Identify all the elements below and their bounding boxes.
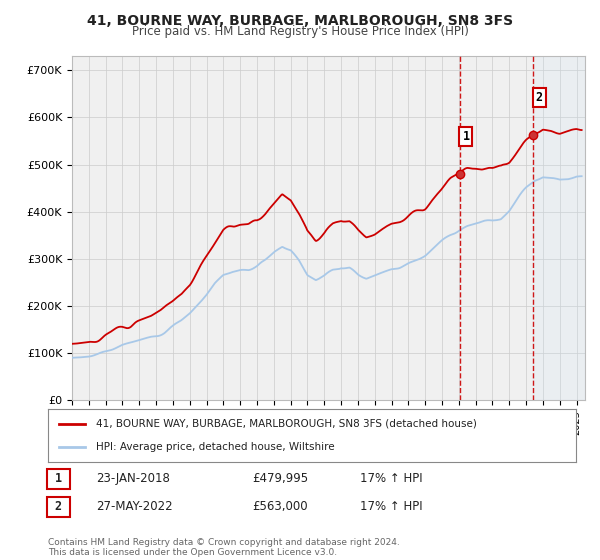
Text: 41, BOURNE WAY, BURBAGE, MARLBOROUGH, SN8 3FS (detached house): 41, BOURNE WAY, BURBAGE, MARLBOROUGH, SN…: [95, 419, 476, 429]
Text: Price paid vs. HM Land Registry's House Price Index (HPI): Price paid vs. HM Land Registry's House …: [131, 25, 469, 38]
Text: 17% ↑ HPI: 17% ↑ HPI: [360, 472, 422, 486]
Text: £563,000: £563,000: [252, 500, 308, 514]
Text: HPI: Average price, detached house, Wiltshire: HPI: Average price, detached house, Wilt…: [95, 442, 334, 452]
Text: 23-JAN-2018: 23-JAN-2018: [96, 472, 170, 486]
Text: 2: 2: [55, 500, 62, 514]
Text: Contains HM Land Registry data © Crown copyright and database right 2024.
This d: Contains HM Land Registry data © Crown c…: [48, 538, 400, 557]
Text: 41, BOURNE WAY, BURBAGE, MARLBOROUGH, SN8 3FS: 41, BOURNE WAY, BURBAGE, MARLBOROUGH, SN…: [87, 14, 513, 28]
Text: 2: 2: [536, 91, 542, 104]
Text: 27-MAY-2022: 27-MAY-2022: [96, 500, 173, 514]
Text: 1: 1: [55, 472, 62, 486]
Text: £479,995: £479,995: [252, 472, 308, 486]
Text: 17% ↑ HPI: 17% ↑ HPI: [360, 500, 422, 514]
Text: 1: 1: [463, 130, 470, 143]
Bar: [533, 56, 585, 400]
